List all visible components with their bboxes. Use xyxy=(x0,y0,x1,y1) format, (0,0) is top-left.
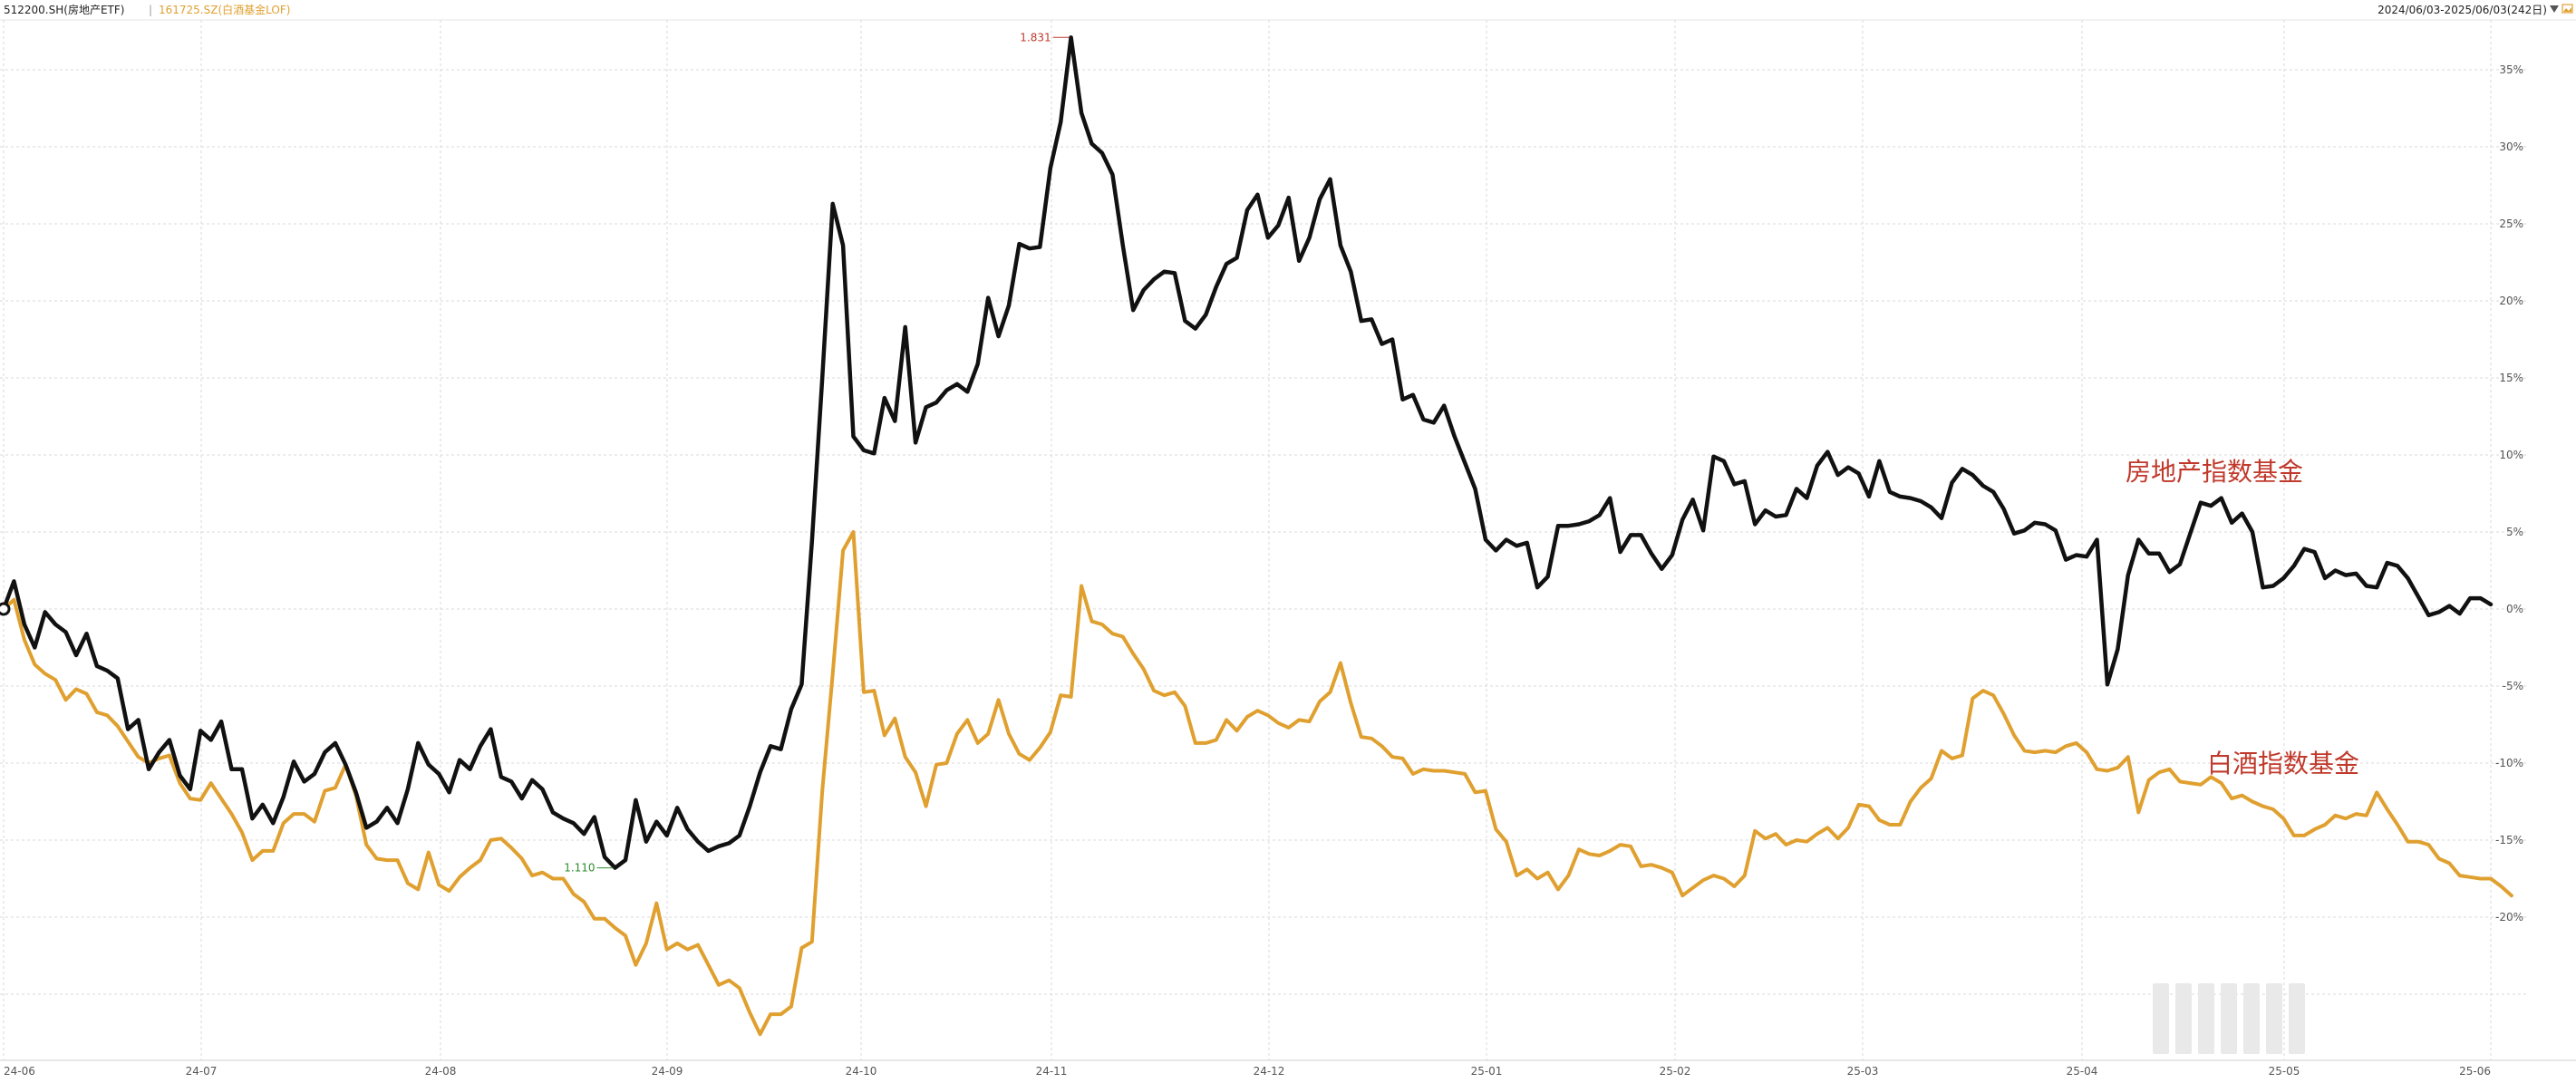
y-tick-label: 5% xyxy=(2506,526,2523,538)
triangle-down-icon[interactable] xyxy=(2550,5,2559,13)
y-tick-label: 20% xyxy=(2499,295,2523,307)
y-tick-label: -20% xyxy=(2495,911,2523,923)
y-tick-label: 35% xyxy=(2499,63,2523,76)
real-estate-annotation: 房地产指数基金 xyxy=(2126,457,2303,487)
series1-header-label[interactable]: 512200.SH(房地产ETF) xyxy=(4,3,124,16)
x-tick-label: 24-07 xyxy=(186,1065,218,1078)
x-tick-label: 25-05 xyxy=(2269,1065,2300,1078)
y-tick-label: -5% xyxy=(2503,680,2523,692)
image-icon[interactable] xyxy=(2561,4,2573,14)
y-tick-label: 30% xyxy=(2499,140,2523,153)
x-tick-label: 25-03 xyxy=(1847,1065,1879,1078)
y-tick-label: 10% xyxy=(2499,449,2523,461)
date-range-label[interactable]: 2024/06/03-2025/06/03(242日) xyxy=(2377,4,2547,16)
y-tick-label: 15% xyxy=(2499,372,2523,384)
y-tick-label: 25% xyxy=(2499,218,2523,230)
min-value-label: 1.110 xyxy=(564,862,595,875)
watermark-logo xyxy=(2153,983,2305,1054)
x-tick-label: 24-12 xyxy=(1254,1065,1285,1078)
y-axis-tick-labels: 35% 30% 25% 20% 15% 10% 5% 0% -5% -10% -15% -20% xyxy=(2495,63,2523,923)
x-tick-label: 24-09 xyxy=(652,1065,683,1078)
series-line-real-estate xyxy=(1,35,2494,870)
x-tick-label: 24-06 xyxy=(4,1065,35,1078)
x-tick-label: 25-04 xyxy=(2067,1065,2098,1078)
x-tick-label: 24-08 xyxy=(425,1065,457,1078)
y-tick-label: 0% xyxy=(2506,603,2523,615)
max-value-label: 1.831 xyxy=(1020,31,1051,44)
baijiu-annotation: 白酒指数基金 xyxy=(2207,749,2359,778)
vertical-gridlines xyxy=(3,20,2492,1060)
x-tick-label: 24-10 xyxy=(846,1065,877,1078)
x-tick-label: 25-01 xyxy=(1471,1065,1503,1078)
x-tick-label: 24-11 xyxy=(1036,1065,1068,1078)
start-point-marker xyxy=(0,602,11,616)
x-tick-label: 25-02 xyxy=(1660,1065,1691,1078)
x-axis-tick-labels: 24-06 24-07 24-08 24-09 24-10 24-11 24-12 25-01… xyxy=(4,1065,2491,1078)
series-line-baijiu xyxy=(2,530,2513,1037)
series2-header-label[interactable]: 161725.SZ(白酒基金LOF) xyxy=(159,3,290,16)
x-tick-label: 25-06 xyxy=(2459,1065,2491,1078)
y-tick-label: -15% xyxy=(2495,834,2523,846)
header-separator: | xyxy=(149,4,152,16)
y-tick-label: -10% xyxy=(2495,757,2523,769)
